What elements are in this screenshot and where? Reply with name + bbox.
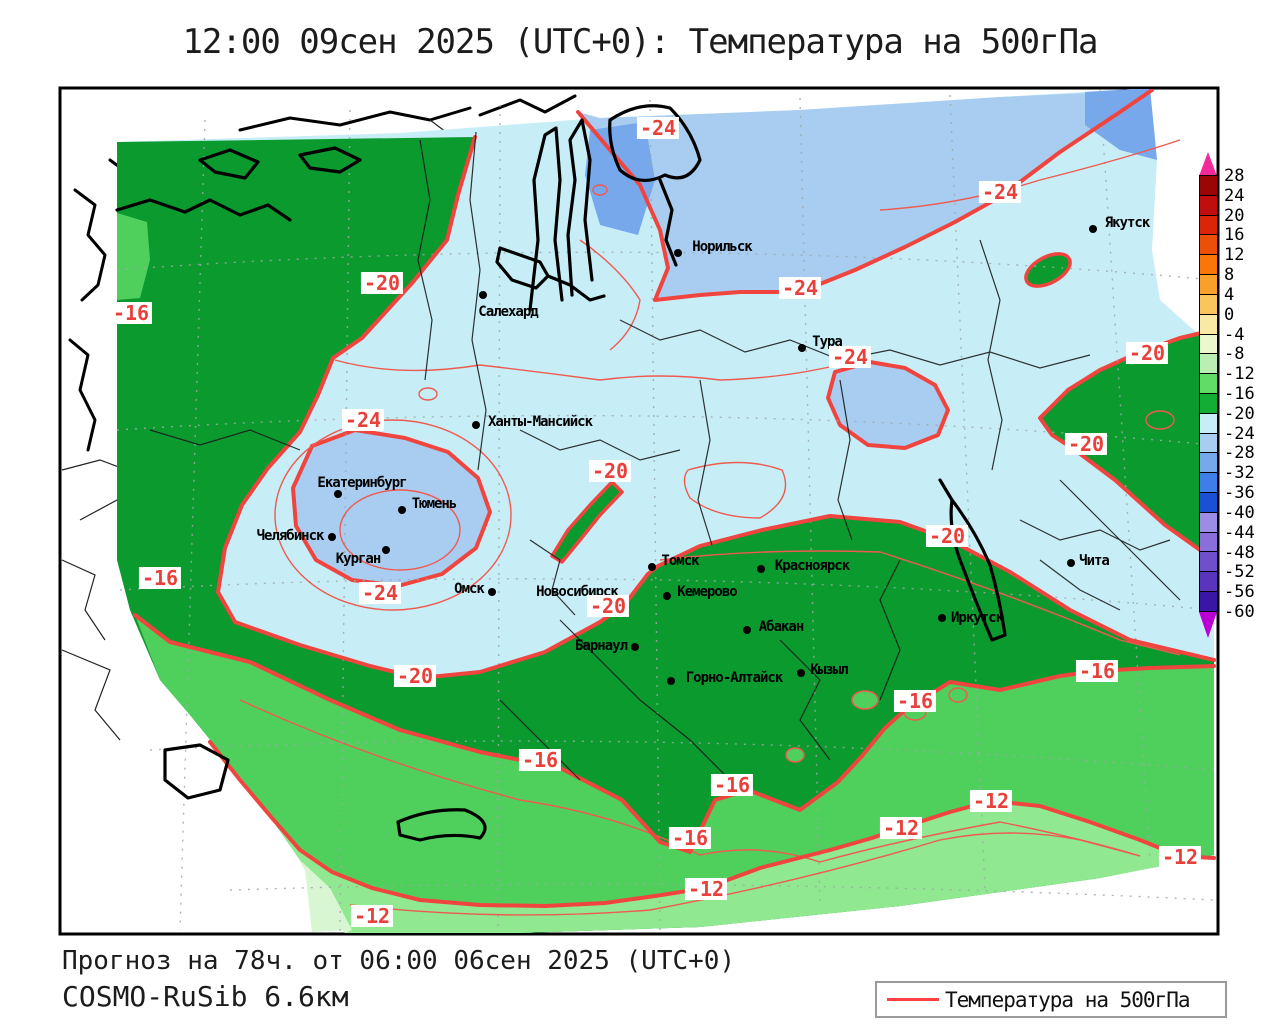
colorbar-label: 16 <box>1224 225 1245 246</box>
legend-line-sample <box>887 998 939 1001</box>
blob-green-tomsk-strip <box>550 480 624 564</box>
legend-label: Температура на 500гПа <box>945 987 1191 1012</box>
colorbar-box <box>1199 313 1218 335</box>
colorbar-box <box>1199 591 1218 612</box>
colorbar-box <box>1199 194 1218 216</box>
colorbar-box <box>1199 531 1218 553</box>
colorbar-box <box>1199 254 1218 276</box>
band-green-light <box>210 742 1214 933</box>
colorbar-label: -20 <box>1224 403 1255 424</box>
colorbar-label: -40 <box>1224 502 1255 523</box>
colorbar-label: 0 <box>1224 304 1235 325</box>
blob-green-east-small <box>1024 252 1072 288</box>
colorbar-label: 8 <box>1224 265 1235 286</box>
colorbar-box <box>1199 293 1218 315</box>
colorbar-box <box>1199 373 1218 394</box>
colorbar-box <box>1199 274 1218 295</box>
colorbar-label: -28 <box>1224 443 1255 464</box>
colorbar-box <box>1199 551 1218 573</box>
colorbar-label: 12 <box>1224 245 1245 266</box>
band-green-pale <box>300 862 352 933</box>
band-blue-north <box>578 90 1152 300</box>
colorbar-box <box>1199 472 1218 493</box>
colorbar-arrow-down <box>1199 611 1217 638</box>
band-blue-deep-ne <box>1085 89 1157 160</box>
colorbar-arrow-up <box>1199 152 1217 176</box>
colorbar-label: 20 <box>1224 205 1245 226</box>
colorbar-box <box>1199 492 1218 513</box>
colorbar-label: -32 <box>1224 463 1255 484</box>
colorbar-label: -52 <box>1224 562 1255 583</box>
colorbar-label: -44 <box>1224 522 1255 543</box>
colorbar-label: 24 <box>1224 185 1245 206</box>
colorbar-box <box>1199 571 1218 593</box>
legend-box: Температура на 500гПа <box>875 981 1227 1018</box>
colorbar-box <box>1199 353 1218 375</box>
colorbar-box <box>1199 175 1218 196</box>
colorbar-label: -12 <box>1224 364 1255 385</box>
colorbar-label: -36 <box>1224 483 1255 504</box>
colorbar-box <box>1199 392 1218 414</box>
forecast-info-text: Прогноз на 78ч. от 06:00 06сен 2025 (UTC… <box>62 946 736 976</box>
colorbar-box <box>1199 333 1218 355</box>
colorbar-label: -24 <box>1224 423 1255 444</box>
colorbar-label: -56 <box>1224 582 1255 603</box>
colorbar-label: 28 <box>1224 166 1245 186</box>
colorbar-box <box>1199 214 1218 236</box>
colorbar-box <box>1199 234 1218 256</box>
temperature-colorbar <box>1199 152 1218 638</box>
colorbar-box <box>1199 511 1218 533</box>
colorbar-label: -8 <box>1224 344 1245 365</box>
colorbar-box <box>1199 452 1218 474</box>
contours-minor <box>239 139 1181 916</box>
page-title: 12:00 09сен 2025 (UTC+0): Температура на… <box>182 22 1098 62</box>
colorbar-box <box>1199 432 1218 454</box>
band-blue-deep-norilsk <box>585 122 655 235</box>
colorbar-box <box>1199 412 1218 434</box>
colorbar-label: 4 <box>1224 284 1235 305</box>
blob-blue-ekaterinburg <box>291 428 492 588</box>
colorbar-label: -16 <box>1224 384 1255 405</box>
blob-blue-tura <box>826 360 950 450</box>
left-edge-light-green-patch <box>117 213 150 300</box>
colorbar-label: -4 <box>1224 324 1245 345</box>
colorbar-boxes <box>1199 175 1218 612</box>
model-name-text: COSMO-RuSib 6.6км <box>62 980 349 1013</box>
colorbar-label: -60 <box>1224 602 1255 623</box>
colorbar-label: -48 <box>1224 542 1255 563</box>
